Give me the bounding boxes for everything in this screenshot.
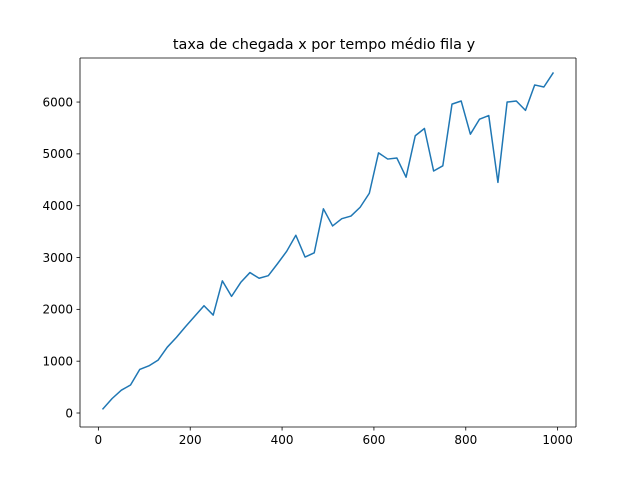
x-tick-label: 1000 (542, 433, 573, 447)
x-tick-label: 800 (454, 433, 477, 447)
plot-area (101, 71, 555, 410)
x-tick-label: 600 (362, 433, 385, 447)
series-line-0 (101, 71, 555, 410)
x-tick-label: 0 (95, 433, 103, 447)
y-tick-label: 5000 (42, 147, 73, 161)
axes: 0 200 400 600 800 1000 0 1000 2000 3000 4000 5000 60… (42, 57, 577, 447)
chart-title: taxa de chegada x por tempo médio fila y (173, 37, 476, 53)
y-tick-label: 4000 (42, 199, 73, 213)
x-tick-label: 200 (179, 433, 202, 447)
y-tick-label: 6000 (42, 95, 73, 109)
y-tick-label: 2000 (42, 303, 73, 317)
y-tick-label: 3000 (42, 251, 73, 265)
x-tick-label: 400 (271, 433, 294, 447)
y-tick-label: 1000 (42, 354, 73, 368)
y-tick-label: 0 (65, 406, 73, 420)
